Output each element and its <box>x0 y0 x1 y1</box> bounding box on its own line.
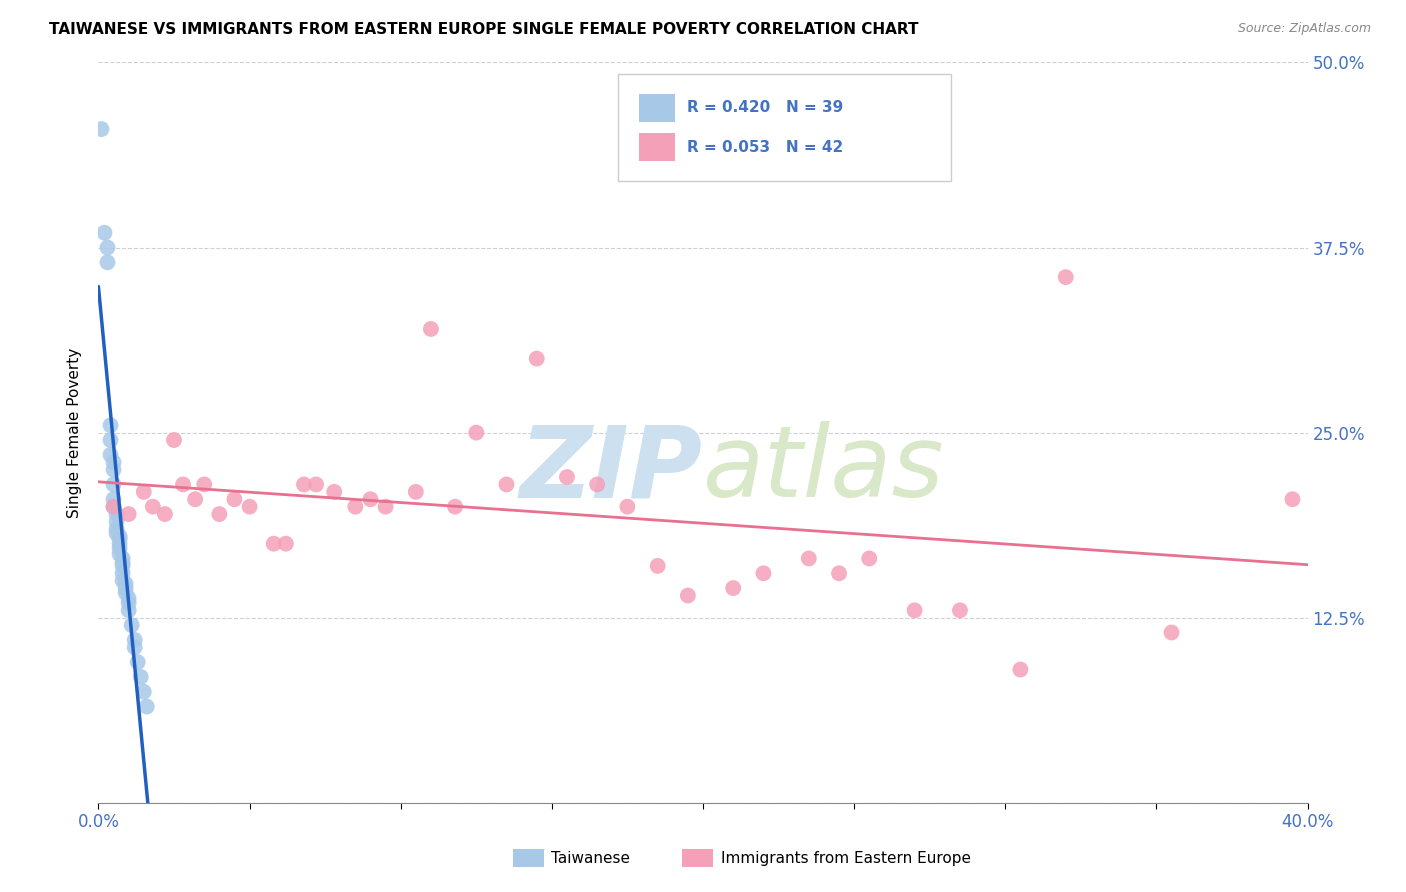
Point <box>586 477 609 491</box>
Point <box>111 556 134 570</box>
Point <box>105 515 128 529</box>
Point <box>858 551 880 566</box>
Point <box>274 536 297 550</box>
Point <box>124 632 146 647</box>
Point <box>1160 625 1182 640</box>
Bar <box>638 94 675 121</box>
Point <box>526 351 548 366</box>
Point <box>135 699 157 714</box>
Point <box>118 603 141 617</box>
Text: Source: ZipAtlas.com: Source: ZipAtlas.com <box>1237 22 1371 36</box>
Point <box>723 581 745 595</box>
Text: R = 0.053   N = 42: R = 0.053 N = 42 <box>688 140 844 155</box>
Point <box>114 576 136 591</box>
Point <box>103 455 125 469</box>
Point <box>752 566 775 581</box>
Point <box>124 640 146 655</box>
Point <box>108 533 131 547</box>
Point <box>108 541 131 555</box>
Point <box>118 507 141 521</box>
Point <box>1281 492 1303 507</box>
Point <box>193 477 215 491</box>
Point <box>263 536 285 550</box>
Point <box>100 448 122 462</box>
Point <box>129 670 152 684</box>
Point <box>495 477 517 491</box>
Point <box>374 500 396 514</box>
Point <box>360 492 382 507</box>
Point <box>142 500 165 514</box>
Point <box>118 591 141 606</box>
Point <box>132 685 155 699</box>
Text: TAIWANESE VS IMMIGRANTS FROM EASTERN EUROPE SINGLE FEMALE POVERTY CORRELATION CH: TAIWANESE VS IMMIGRANTS FROM EASTERN EUR… <box>49 22 918 37</box>
Point <box>103 492 125 507</box>
Point <box>647 558 669 573</box>
Point <box>103 477 125 491</box>
Point <box>323 484 346 499</box>
Point <box>616 500 638 514</box>
Point <box>118 596 141 610</box>
Point <box>797 551 820 566</box>
Point <box>103 500 125 514</box>
Y-axis label: Single Female Poverty: Single Female Poverty <box>67 348 83 517</box>
Point <box>1010 663 1032 677</box>
Point <box>108 536 131 550</box>
Bar <box>638 133 675 161</box>
Point <box>127 655 149 669</box>
Point <box>239 500 262 514</box>
Point <box>105 526 128 541</box>
Point <box>96 240 118 255</box>
Point <box>676 589 699 603</box>
Point <box>111 566 134 581</box>
Point <box>344 500 367 514</box>
Text: Immigrants from Eastern Europe: Immigrants from Eastern Europe <box>721 851 972 865</box>
Text: ZIP: ZIP <box>520 421 703 518</box>
Point <box>555 470 578 484</box>
Point <box>96 255 118 269</box>
Point <box>949 603 972 617</box>
Point <box>103 500 125 514</box>
Point <box>100 418 122 433</box>
Point <box>153 507 176 521</box>
Point <box>105 507 128 521</box>
Text: atlas: atlas <box>703 421 945 518</box>
Point <box>292 477 315 491</box>
Point <box>184 492 207 507</box>
Point <box>405 484 427 499</box>
Point <box>103 462 125 476</box>
Point <box>111 558 134 573</box>
Point <box>163 433 186 447</box>
Point <box>114 581 136 595</box>
Point <box>172 477 194 491</box>
Point <box>108 529 131 543</box>
Point <box>93 226 115 240</box>
Point <box>105 522 128 536</box>
Text: Taiwanese: Taiwanese <box>551 851 630 865</box>
Point <box>121 618 143 632</box>
Point <box>420 322 443 336</box>
Point <box>132 484 155 499</box>
Point <box>114 585 136 599</box>
Point <box>208 507 231 521</box>
Point <box>1054 270 1077 285</box>
Point <box>904 603 927 617</box>
Text: R = 0.420   N = 39: R = 0.420 N = 39 <box>688 100 844 115</box>
Point <box>305 477 328 491</box>
Point <box>828 566 851 581</box>
Point <box>90 122 112 136</box>
Point <box>111 574 134 588</box>
Point <box>444 500 467 514</box>
Point <box>100 433 122 447</box>
Point <box>111 551 134 566</box>
Point <box>224 492 246 507</box>
FancyBboxPatch shape <box>619 73 950 181</box>
Point <box>465 425 488 440</box>
Point <box>108 547 131 561</box>
